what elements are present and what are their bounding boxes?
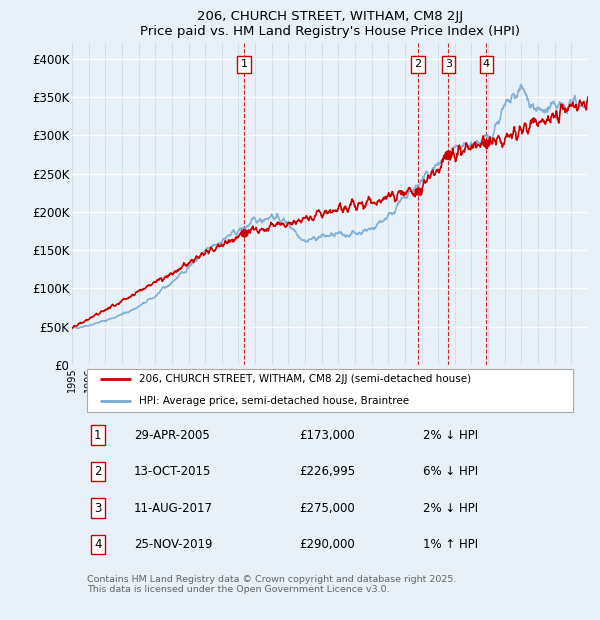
Text: 11-AUG-2017: 11-AUG-2017: [134, 502, 213, 515]
Text: 2% ↓ HPI: 2% ↓ HPI: [423, 429, 478, 442]
Text: 1% ↑ HPI: 1% ↑ HPI: [423, 538, 478, 551]
Text: 2: 2: [415, 60, 421, 69]
Text: 13-OCT-2015: 13-OCT-2015: [134, 465, 211, 478]
Text: 4: 4: [483, 60, 490, 69]
Text: 2% ↓ HPI: 2% ↓ HPI: [423, 502, 478, 515]
Text: 206, CHURCH STREET, WITHAM, CM8 2JJ (semi-detached house): 206, CHURCH STREET, WITHAM, CM8 2JJ (sem…: [139, 374, 471, 384]
Text: 1: 1: [94, 429, 101, 442]
Title: 206, CHURCH STREET, WITHAM, CM8 2JJ
Price paid vs. HM Land Registry's House Pric: 206, CHURCH STREET, WITHAM, CM8 2JJ Pric…: [140, 10, 520, 38]
Text: 29-APR-2005: 29-APR-2005: [134, 429, 209, 442]
Text: Contains HM Land Registry data © Crown copyright and database right 2025.
This d: Contains HM Land Registry data © Crown c…: [88, 575, 457, 594]
Text: HPI: Average price, semi-detached house, Braintree: HPI: Average price, semi-detached house,…: [139, 396, 409, 405]
Text: 1: 1: [241, 60, 247, 69]
Text: 4: 4: [94, 538, 101, 551]
Text: £275,000: £275,000: [299, 502, 355, 515]
Text: 25-NOV-2019: 25-NOV-2019: [134, 538, 212, 551]
Text: £173,000: £173,000: [299, 429, 355, 442]
Text: £290,000: £290,000: [299, 538, 355, 551]
Text: 6% ↓ HPI: 6% ↓ HPI: [423, 465, 478, 478]
Text: 3: 3: [94, 502, 101, 515]
Text: 2: 2: [94, 465, 101, 478]
Text: 3: 3: [445, 60, 452, 69]
Text: £226,995: £226,995: [299, 465, 355, 478]
FancyBboxPatch shape: [88, 368, 572, 412]
